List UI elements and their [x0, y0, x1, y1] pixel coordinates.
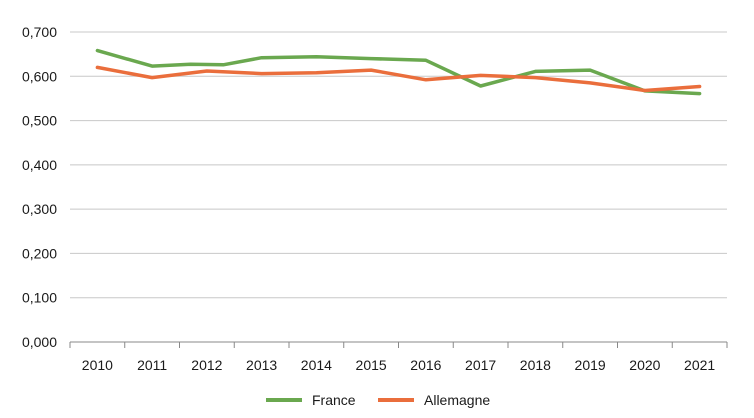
y-tick-label: 0,200: [22, 245, 57, 261]
x-tick-label: 2020: [629, 357, 660, 373]
x-tick-label: 2017: [465, 357, 496, 373]
x-tick-label: 2014: [301, 357, 332, 373]
gridlines: [70, 31, 727, 343]
x-tick-label: 2018: [520, 357, 551, 373]
x-tick-label: 2021: [684, 357, 715, 373]
x-tick-label: 2019: [575, 357, 606, 373]
x-axis-ticks: 2010 2011 2012 2013 2014 2015 2016 2017 2018 2019…: [69, 342, 728, 373]
legend-label-allemagne: Allemagne: [424, 392, 490, 408]
legend: France Allemagne: [266, 392, 490, 408]
x-tick-label: 2011: [137, 357, 167, 373]
x-tick-label: 2010: [82, 357, 113, 373]
x-tick-label: 2012: [191, 357, 222, 373]
legend-label-france: France: [312, 392, 356, 408]
y-tick-label: 0,500: [22, 113, 57, 129]
y-tick-label: 0,100: [22, 290, 57, 306]
y-tick-label: 0,400: [22, 157, 57, 173]
y-tick-label: 0,600: [22, 68, 57, 84]
x-tick-label: 2016: [410, 357, 441, 373]
series-line-france: [95, 48, 702, 96]
y-tick-label: 0,700: [22, 24, 57, 40]
y-tick-label: 0,300: [22, 201, 57, 217]
series-lines: [95, 48, 702, 96]
series-line-allemagne: [95, 65, 702, 93]
x-tick-label: 2015: [356, 357, 387, 373]
x-tick-label: 2013: [246, 357, 277, 373]
y-tick-label: 0,000: [22, 334, 57, 350]
y-axis-ticks: 0,000 0,100 0,200 0,300 0,400 0,500 0,600 0,700: [22, 24, 57, 350]
